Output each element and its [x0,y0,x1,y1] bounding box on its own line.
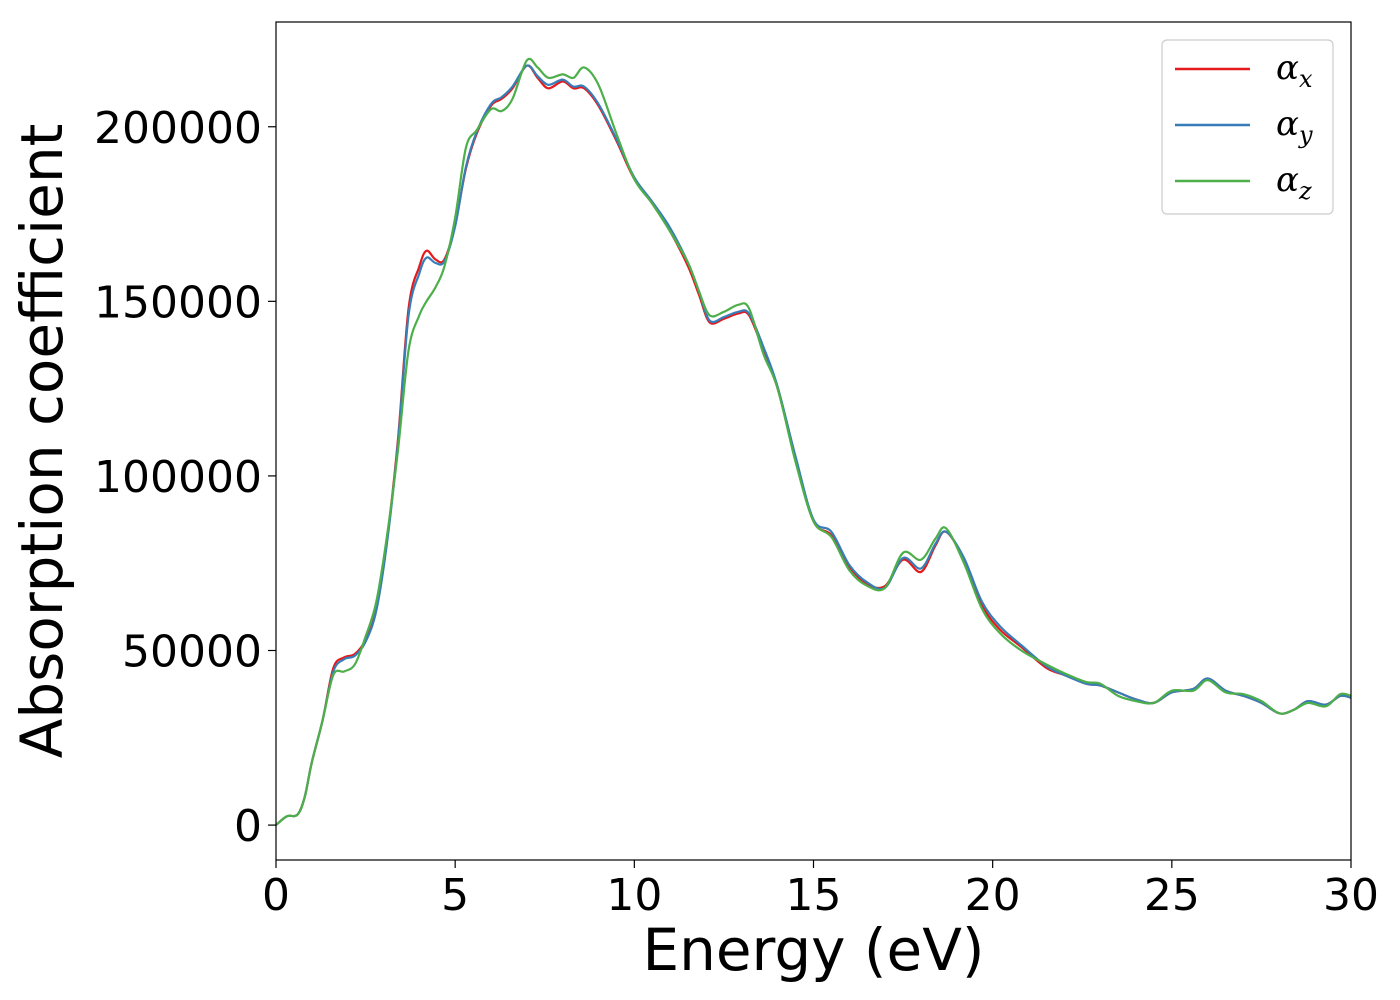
x-axis-label: Energy (eV) [642,916,984,984]
x-tick-label: 25 [1144,870,1200,921]
y-tick-label: 150000 [94,277,262,328]
y-tick-label: 0 [234,801,262,852]
x-tick-label: 0 [262,870,290,921]
y-tick-label: 50000 [122,627,262,678]
x-tick-label: 20 [965,870,1021,921]
legend-label-x: αx [1276,48,1313,93]
series-line-z [275,57,1352,826]
legend: αx αy αz [1161,39,1334,215]
x-tick-label: 15 [786,870,842,921]
series-line-y [275,64,1352,826]
y-tick-label: 100000 [94,452,262,503]
legend-box [1161,39,1334,215]
x-axis-ticks: 0 5 10 15 20 25 30 [262,860,1379,921]
y-tick-label: 200000 [94,103,262,154]
x-tick-label: 5 [441,870,469,921]
x-tick-label: 30 [1323,870,1379,921]
legend-label-z: αz [1276,160,1312,205]
y-axis-label: Absorption coefficient [8,124,76,759]
legend-label-y: αy [1276,104,1313,149]
x-tick-label: 10 [606,870,662,921]
y-axis-ticks: 0 50000 100000 150000 200000 [94,103,276,852]
series-lines [275,57,1352,826]
